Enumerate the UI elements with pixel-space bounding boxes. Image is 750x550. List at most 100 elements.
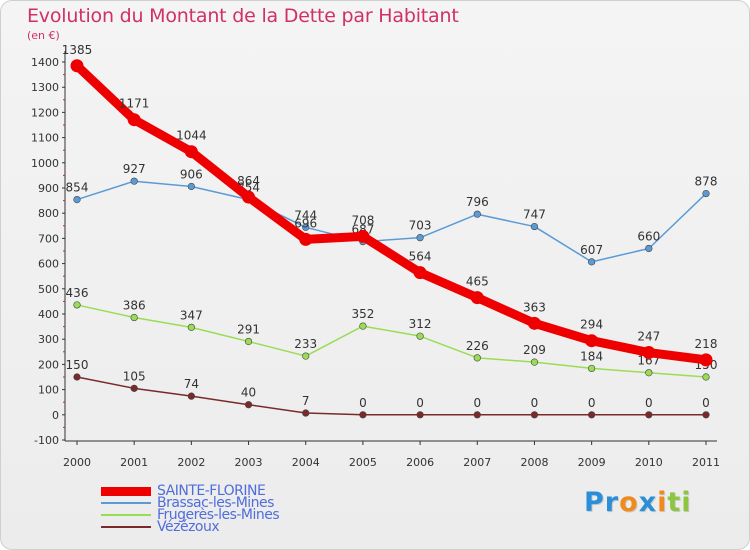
data-label: 607	[580, 243, 603, 257]
data-label: 0	[359, 396, 367, 410]
legend-item: Brassac-les-Mines	[101, 495, 279, 511]
x-tick-label: 2003	[235, 456, 263, 469]
data-label: 218	[695, 337, 718, 351]
data-label: 347	[180, 308, 203, 322]
data-point	[302, 223, 310, 231]
legend-swatch	[101, 526, 151, 528]
data-point	[299, 232, 313, 246]
legend-label: SAINTE-FLORINE	[157, 483, 266, 499]
data-point	[530, 358, 539, 366]
data-point	[356, 229, 370, 243]
legend-label: Vézézoux	[157, 519, 220, 535]
data-label: 247	[637, 330, 660, 344]
data-point	[187, 323, 195, 331]
data-label: 312	[409, 317, 432, 331]
legend-item: Vézézoux	[101, 519, 279, 535]
legend: SAINTE-FLORINE Brassac-les-Mines Frugerès-…	[101, 483, 280, 535]
data-label: 864	[237, 174, 260, 188]
chart-title: Evolution du Montant de la Dette par Hab…	[27, 5, 459, 27]
logo-letter: i	[681, 487, 692, 518]
data-point	[530, 411, 539, 419]
data-point	[130, 384, 138, 392]
y-tick-label: 500	[38, 283, 59, 296]
data-label: 708	[351, 213, 374, 227]
data-point	[244, 401, 253, 409]
data-point	[473, 354, 481, 362]
data-label: 927	[123, 162, 146, 176]
data-label: 209	[523, 343, 546, 357]
data-label: 40	[241, 386, 256, 400]
data-label: 564	[409, 250, 432, 264]
x-tick-label: 2005	[349, 456, 377, 469]
data-point	[359, 411, 367, 419]
data-point	[413, 266, 427, 280]
data-point	[187, 182, 195, 191]
series-fruger-s-les-mines: 436386347291233352312226209184167150	[66, 286, 717, 381]
data-point	[302, 352, 310, 360]
logo-letter: r	[604, 487, 620, 518]
y-tick-label: 800	[38, 207, 59, 220]
x-tick-label: 2010	[635, 456, 663, 469]
y-tick-label: 600	[38, 258, 59, 271]
data-label: 0	[531, 396, 539, 410]
logo-letter: x	[638, 487, 658, 518]
y-tick-label: 1000	[31, 157, 59, 170]
y-tick-label: -100	[34, 434, 59, 447]
data-point	[130, 177, 138, 185]
data-label: 0	[702, 396, 710, 410]
data-point	[530, 222, 539, 231]
data-label: 436	[66, 286, 89, 300]
data-label: 696	[294, 216, 317, 230]
data-label: 660	[637, 229, 660, 243]
y-tick-label: 300	[38, 333, 59, 346]
y-tick-label: 0	[52, 409, 59, 422]
x-tick-label: 2002	[177, 456, 205, 469]
legend-label: Frugerès-les-Mines	[157, 507, 280, 523]
x-tick-label: 2006	[406, 456, 434, 469]
data-point	[588, 364, 596, 373]
data-label: 1171	[119, 97, 150, 111]
data-point	[470, 291, 484, 305]
data-label: 0	[645, 396, 653, 410]
logo-letter: i	[657, 487, 668, 518]
data-point	[702, 373, 710, 381]
y-tick-label: 1200	[31, 106, 59, 119]
legend-swatch	[101, 486, 151, 496]
data-label: 1044	[176, 129, 207, 143]
data-point	[127, 113, 141, 127]
x-tick-label: 2009	[578, 456, 606, 469]
series-line	[76, 180, 707, 263]
logo-letter: P	[584, 487, 605, 518]
data-point	[130, 313, 138, 322]
data-label: 465	[466, 275, 489, 289]
data-point	[699, 353, 713, 367]
data-label: 747	[523, 208, 546, 222]
data-point	[187, 392, 195, 400]
legend-label: Brassac-les-Mines	[157, 495, 274, 511]
data-label: 233	[294, 337, 317, 351]
x-tick-label: 2008	[520, 456, 548, 469]
data-point	[73, 373, 81, 381]
y-tick-label: 900	[38, 182, 59, 195]
x-tick-label: 2007	[463, 456, 491, 469]
y-tick-label: 1100	[31, 132, 59, 145]
series-sainte-florine: 1385 1171 1044 864 696 708 564 465 363 294 247 218	[62, 43, 718, 367]
data-label: 363	[523, 300, 546, 314]
y-tick-label: 1300	[31, 81, 59, 94]
series-line	[76, 376, 707, 416]
data-label: 7	[302, 394, 310, 408]
data-point	[416, 234, 424, 242]
y-tick-label: 200	[38, 358, 59, 371]
data-point	[588, 411, 596, 419]
proxiti-logo: Proxiti	[584, 487, 692, 518]
data-label: 906	[180, 167, 203, 181]
data-point	[302, 409, 310, 417]
unit-label: (en €)	[27, 29, 60, 42]
data-point	[585, 334, 599, 348]
data-point	[73, 195, 81, 204]
data-point	[473, 210, 481, 218]
data-point	[527, 316, 541, 330]
logo-letter: t	[667, 487, 682, 518]
